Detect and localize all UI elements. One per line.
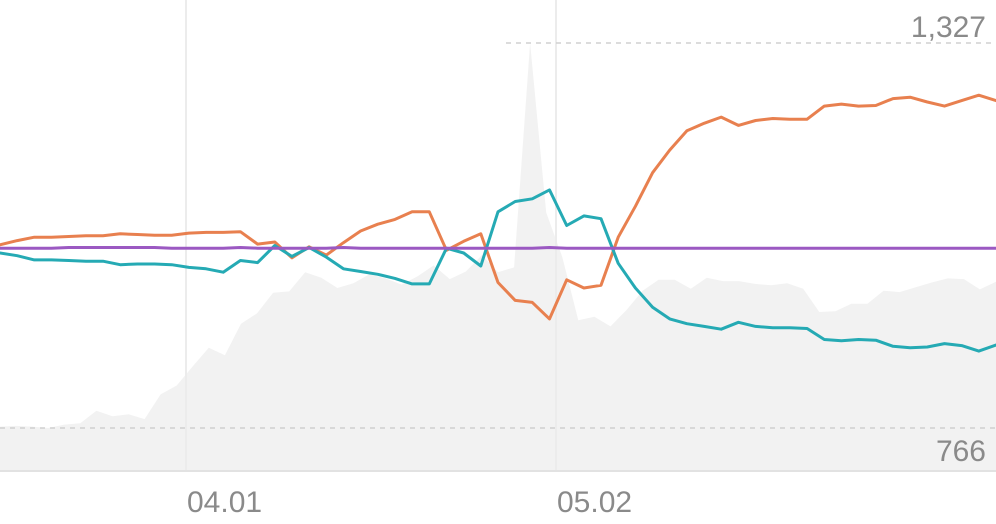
min-value-label: 766 <box>936 435 986 468</box>
series-line-3 <box>0 246 996 250</box>
background-area <box>0 43 996 471</box>
background-area-layer <box>0 43 996 471</box>
max-value-label: 1,327 <box>911 11 986 44</box>
series-layer <box>0 93 996 353</box>
grid-layer <box>0 0 996 472</box>
series-line-1 <box>0 93 996 321</box>
x-tick-label: 05.02 <box>557 486 632 519</box>
series-line-2 <box>0 188 996 353</box>
x-tick-label: 04.01 <box>187 486 262 519</box>
reference-lines-layer <box>0 42 996 429</box>
labels-layer: 1,327 766 04.01 05.02 <box>187 11 986 519</box>
